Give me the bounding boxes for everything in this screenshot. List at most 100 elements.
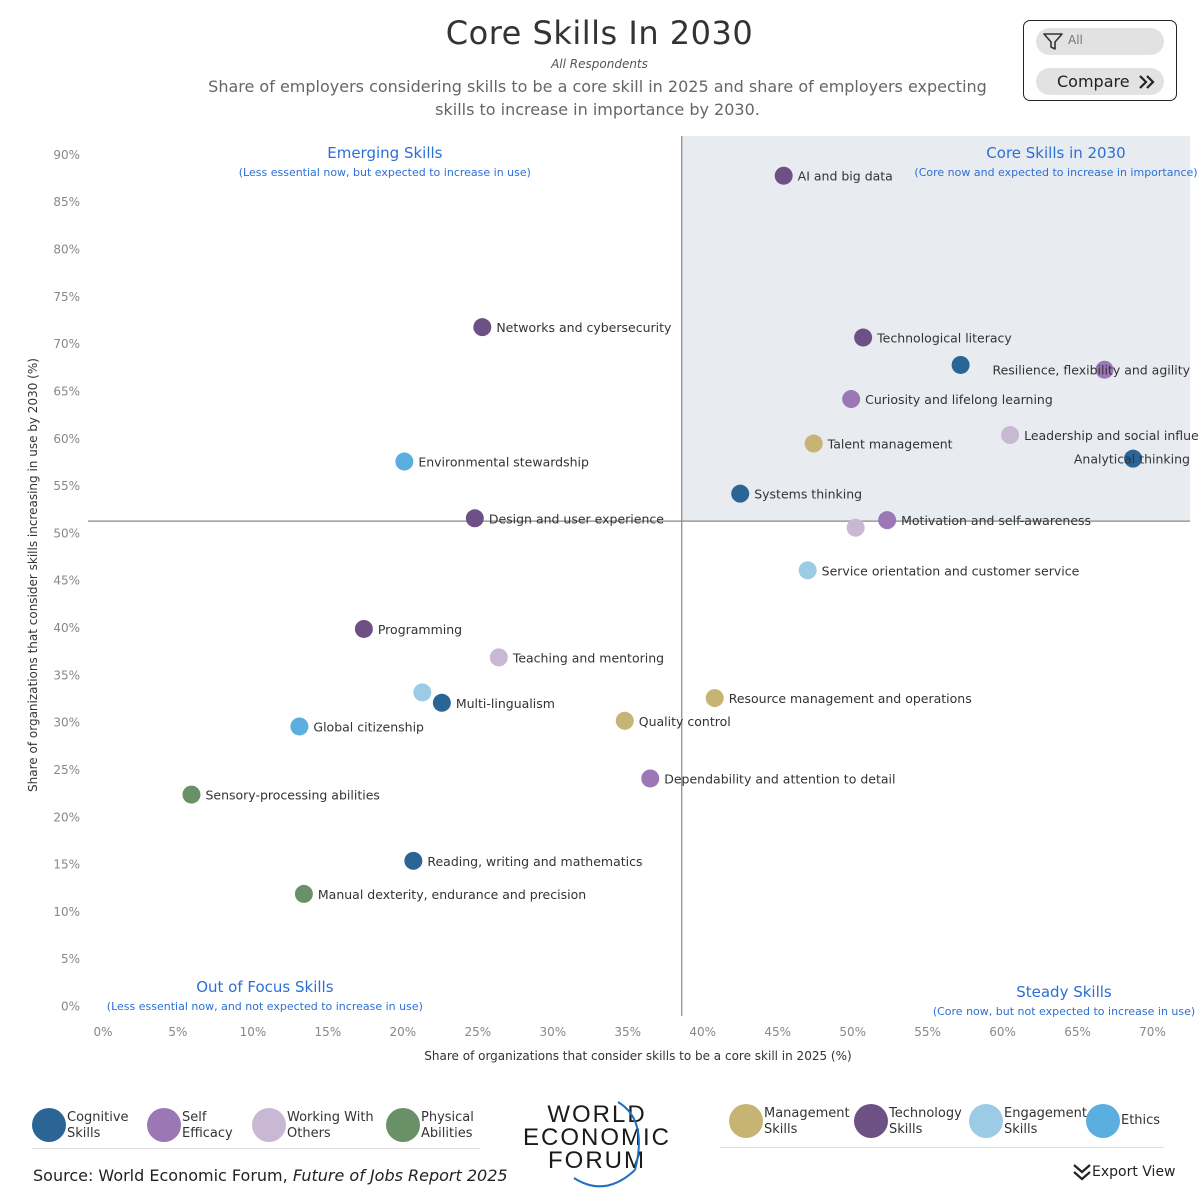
page-subtitle: All Respondents	[551, 57, 648, 71]
data-point-label: Reading, writing and mathematics	[427, 854, 642, 869]
legend-label: Engagement Skills	[1004, 1106, 1087, 1138]
y-tick-label: 45%	[53, 574, 80, 588]
legend-label-line: Skills	[1004, 1122, 1038, 1137]
data-point-label: Resilience, flexibility and agility	[992, 363, 1190, 378]
legend-swatch	[1086, 1104, 1120, 1138]
y-tick-label: 55%	[53, 479, 80, 493]
y-tick-label: 90%	[53, 148, 80, 162]
y-tick-label: 85%	[53, 195, 80, 209]
data-point	[395, 452, 414, 471]
data-point-label: Manual dexterity, endurance and precisio…	[318, 887, 586, 902]
legend-label: Technology Skills	[889, 1106, 962, 1138]
data-point-label: Global citizenship	[313, 719, 424, 734]
data-point	[854, 328, 873, 347]
legend-swatch	[252, 1108, 286, 1142]
y-tick-label: 20%	[53, 810, 80, 824]
data-point	[1124, 449, 1143, 468]
y-tick-label: 40%	[53, 621, 80, 635]
data-point	[846, 518, 865, 537]
legend-label: Management Skills	[764, 1106, 850, 1138]
export-view-button[interactable]: Export View	[1072, 1162, 1176, 1182]
y-tick-label: 15%	[53, 858, 80, 872]
data-point	[878, 511, 897, 530]
data-point	[1095, 360, 1114, 379]
quadrant-note-steady: (Core now, but not expected to increase …	[933, 1005, 1195, 1018]
data-point-label: Leadership and social influence	[1024, 428, 1199, 443]
data-point-label: Teaching and mentoring	[512, 650, 664, 665]
legend-label: Cognitive Skills	[67, 1110, 129, 1142]
legend-label-line: Efficacy	[182, 1126, 233, 1141]
data-point-label: Sensory-processing abilities	[205, 788, 379, 803]
x-tick-label: 10%	[240, 1025, 267, 1039]
x-tick-label: 40%	[689, 1025, 716, 1039]
chart-description: Share of employers considering skills to…	[208, 77, 987, 119]
y-tick-label: 80%	[53, 243, 80, 257]
data-point	[290, 717, 309, 736]
data-point	[354, 619, 373, 638]
data-point-label: Programming	[378, 622, 462, 637]
legend-label: Working With Others	[287, 1110, 374, 1142]
data-point	[404, 851, 423, 870]
legend-label-line: Physical	[421, 1110, 474, 1125]
data-point-label: Dependability and attention to detail	[664, 771, 895, 786]
data-point-label: Multi-lingualism	[456, 696, 555, 711]
data-point	[615, 711, 634, 730]
legend-swatch	[969, 1104, 1003, 1138]
x-tick-label: 5%	[168, 1025, 187, 1039]
data-point-label: Motivation and self-awareness	[901, 513, 1091, 528]
y-tick-label: 50%	[53, 526, 80, 540]
x-tick-label: 65%	[1064, 1025, 1091, 1039]
x-axis-title: Share of organizations that consider ski…	[424, 1049, 852, 1063]
quadrant-note-core: (Core now and expected to increase in im…	[914, 166, 1197, 179]
data-point	[705, 689, 724, 708]
compare-label: Compare	[1057, 72, 1130, 91]
legend-swatch	[32, 1108, 66, 1142]
export-label: Export View	[1092, 1164, 1176, 1180]
legend-label: Physical Abilities	[421, 1110, 474, 1142]
x-tick-label: 55%	[914, 1025, 941, 1039]
x-tick-label: 20%	[390, 1025, 417, 1039]
legend-label-line: Skills	[889, 1122, 923, 1137]
y-tick-label: 35%	[53, 668, 80, 682]
data-point	[489, 648, 508, 667]
core-quadrant-background	[681, 136, 1190, 522]
legend-divider	[32, 1148, 480, 1149]
quadrant-note-emerging: (Less essential now, but expected to inc…	[239, 166, 531, 179]
filter-icon	[1043, 33, 1063, 50]
y-tick-label: 60%	[53, 432, 80, 446]
x-tick-label: 15%	[315, 1025, 342, 1039]
data-point	[465, 509, 484, 528]
compare-button[interactable]: Compare	[1036, 68, 1164, 95]
legend-label-line: Working With	[287, 1110, 374, 1125]
logo-line-2: ECONOMIC	[523, 1124, 671, 1151]
data-point-label: Networks and cybersecurity	[496, 320, 672, 335]
page-title: Core Skills In 2030	[445, 14, 754, 52]
quadrant-title-core: Core Skills in 2030	[986, 144, 1125, 162]
legend-label-line: Others	[287, 1126, 331, 1141]
logo-line-1: WORLD	[547, 1101, 646, 1128]
legend-label-line: Self	[182, 1110, 207, 1125]
legend-label-line: Skills	[764, 1122, 798, 1137]
x-tick-label: 45%	[764, 1025, 791, 1039]
data-point-label: Service orientation and customer service	[822, 563, 1080, 578]
respondent-filter[interactable]: All	[1036, 28, 1164, 55]
data-point	[774, 166, 793, 185]
quadrant-title-steady: Steady Skills	[1016, 983, 1112, 1001]
legend-swatch	[729, 1104, 763, 1138]
data-point-label: Analytical thinking	[1074, 452, 1190, 467]
x-tick-label: 50%	[839, 1025, 866, 1039]
legend-divider	[720, 1147, 1164, 1148]
x-tick-label: 25%	[464, 1025, 491, 1039]
data-point	[413, 683, 432, 702]
legend-label: Ethics	[1121, 1113, 1160, 1129]
legend-label-line: Cognitive	[67, 1110, 129, 1125]
data-point-label: Resource management and operations	[729, 691, 972, 706]
y-tick-label: 70%	[53, 337, 80, 351]
y-tick-label: 5%	[61, 952, 80, 966]
quadrant-title-emerging: Emerging Skills	[327, 144, 442, 162]
legend-label-line: Management	[764, 1106, 850, 1121]
legend-label-line: Technology	[889, 1106, 962, 1121]
double-chevron-right-icon	[1139, 75, 1155, 89]
data-point	[294, 884, 313, 903]
data-point-label: Systems thinking	[754, 487, 862, 502]
